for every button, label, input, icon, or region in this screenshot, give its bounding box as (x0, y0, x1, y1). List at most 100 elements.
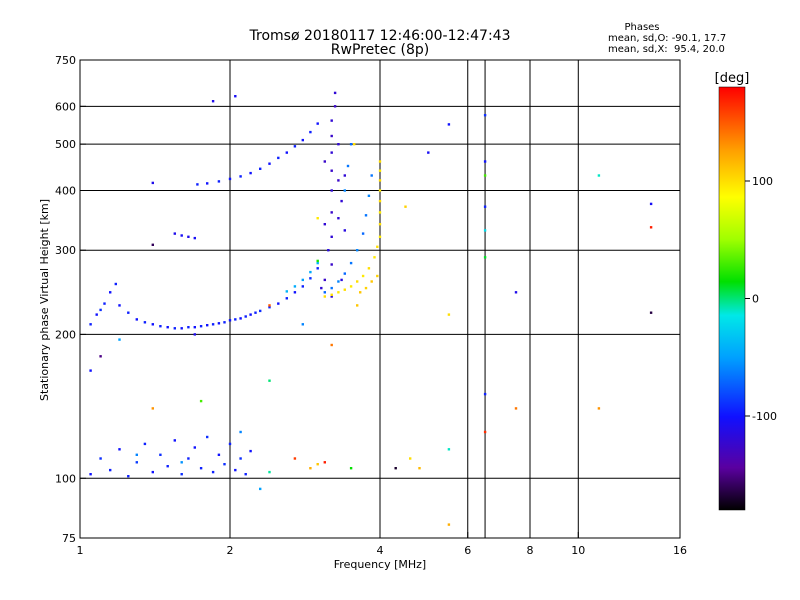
data-point (151, 323, 154, 326)
data-point (330, 293, 333, 296)
data-point (223, 321, 226, 324)
data-point (293, 285, 297, 288)
data-point (409, 457, 412, 460)
data-point (234, 318, 237, 321)
data-point (649, 311, 653, 314)
data-point (277, 302, 280, 305)
data-point (193, 446, 196, 449)
data-point (143, 442, 147, 446)
data-point (447, 523, 451, 526)
y-tick-label: 75 (62, 532, 76, 545)
data-point (103, 302, 106, 305)
data-point (320, 286, 323, 290)
phase-info-header: Phases (624, 22, 659, 33)
x-tick-label: 10 (571, 544, 585, 557)
data-point (359, 291, 362, 294)
data-point (316, 217, 319, 220)
data-point (378, 223, 382, 226)
data-point (343, 288, 346, 291)
data-point (293, 457, 297, 460)
data-point (376, 245, 379, 248)
data-point (285, 290, 288, 293)
data-point (337, 179, 340, 182)
data-point (343, 189, 346, 192)
data-point (228, 319, 232, 322)
chart-title: Tromsø 20180117 12:46:00-12:47:43 (249, 28, 511, 44)
data-point (333, 91, 337, 95)
data-point (99, 457, 102, 460)
data-point (370, 280, 373, 283)
data-point (356, 249, 359, 252)
data-point (337, 143, 340, 146)
data-point (211, 470, 215, 474)
data-point (135, 461, 138, 464)
data-point (483, 160, 487, 163)
data-point (323, 278, 326, 282)
data-point (95, 313, 98, 316)
data-point (223, 463, 226, 466)
y-tick-label: 750 (55, 54, 76, 67)
data-point (378, 199, 382, 203)
data-point (118, 448, 121, 451)
data-point (239, 175, 242, 178)
data-point (239, 317, 242, 320)
data-point (173, 439, 176, 442)
data-point (349, 261, 353, 265)
data-point (293, 291, 297, 294)
data-point (259, 487, 262, 491)
data-point (316, 122, 319, 125)
data-point (330, 134, 333, 138)
data-point (483, 114, 487, 117)
data-point (301, 138, 304, 142)
data-point (89, 473, 92, 476)
data-point (118, 338, 121, 341)
data-point (309, 467, 312, 470)
data-point (330, 119, 333, 122)
data-point (361, 274, 365, 278)
data-point (327, 249, 330, 252)
data-point (337, 217, 340, 220)
data-point (649, 226, 653, 229)
data-point (330, 211, 333, 214)
data-point (404, 205, 407, 208)
phase-info-line1: mean, sd,O: -90.1, 17.7 (608, 33, 726, 44)
data-point (268, 162, 271, 165)
data-point (180, 461, 183, 464)
data-point (514, 291, 518, 294)
data-point (173, 232, 176, 235)
data-point (135, 453, 138, 456)
data-point (196, 183, 199, 186)
data-point (309, 130, 312, 134)
data-point (340, 278, 343, 282)
data-point (330, 169, 333, 172)
data-point (254, 311, 257, 314)
data-point (206, 324, 209, 327)
data-point (316, 463, 319, 466)
data-point (193, 333, 196, 336)
data-point (323, 160, 326, 163)
x-axis: 1 2 4 6 8 10 16 (77, 532, 687, 557)
data-point (349, 285, 353, 288)
data-point (293, 145, 297, 148)
data-point (151, 470, 154, 474)
data-point (259, 167, 262, 170)
data-point (159, 325, 162, 328)
data-point (211, 100, 215, 103)
data-point (268, 379, 271, 382)
data-point (447, 313, 451, 316)
x-tick-label: 16 (673, 544, 687, 557)
y-tick-label: 300 (55, 244, 76, 257)
x-tick-label: 2 (227, 544, 234, 557)
data-point (316, 267, 319, 270)
data-point (447, 123, 451, 126)
data-point (151, 243, 154, 246)
colorbar-tick-label: -100 (752, 410, 777, 423)
data-point (337, 280, 340, 283)
data-point (187, 326, 190, 329)
data-point (378, 179, 382, 182)
data-point (340, 199, 343, 203)
data-point (483, 392, 487, 396)
data-point (346, 164, 350, 168)
data-point (418, 467, 421, 470)
data-point (323, 295, 326, 298)
